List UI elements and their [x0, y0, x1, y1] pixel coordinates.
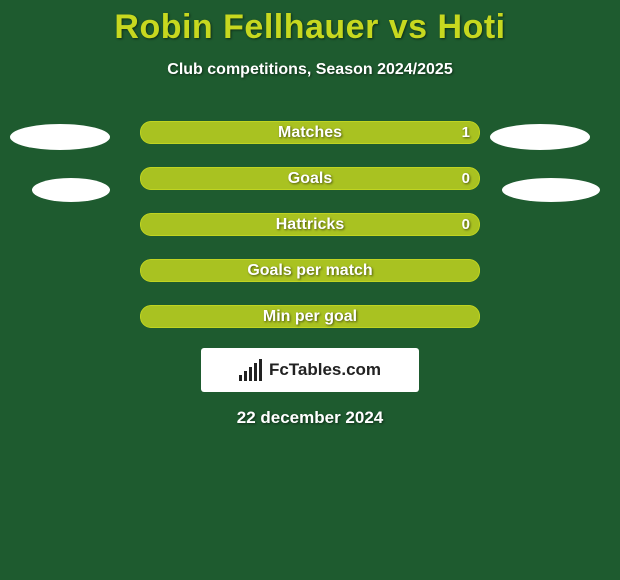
decorative-ellipse: [502, 178, 600, 202]
stat-label: Matches: [140, 121, 480, 144]
decorative-ellipse: [32, 178, 110, 202]
stat-row: 0Hattricks: [140, 213, 480, 236]
page-title: Robin Fellhauer vs Hoti: [0, 0, 620, 47]
stat-row: 0Goals: [140, 167, 480, 190]
brand-badge: FcTables.com: [201, 348, 419, 392]
stat-label: Goals: [140, 167, 480, 190]
comparison-infographic: Robin Fellhauer vs Hoti Club competition…: [0, 0, 620, 580]
stat-rows: 1Matches 0Goals 0Hattricks Goals per match M…: [0, 121, 620, 328]
stat-label: Hattricks: [140, 213, 480, 236]
decorative-ellipse: [10, 124, 110, 150]
page-subtitle: Club competitions, Season 2024/2025: [0, 61, 620, 79]
bar-chart-icon: [239, 359, 265, 381]
brand-name: FcTables.com: [269, 360, 381, 380]
stat-label: Min per goal: [140, 305, 480, 328]
decorative-ellipse: [490, 124, 590, 150]
stat-row: Goals per match: [140, 259, 480, 282]
footer-date: 22 december 2024: [0, 408, 620, 428]
stat-row: 1Matches: [140, 121, 480, 144]
stat-row: Min per goal: [140, 305, 480, 328]
stat-label: Goals per match: [140, 259, 480, 282]
